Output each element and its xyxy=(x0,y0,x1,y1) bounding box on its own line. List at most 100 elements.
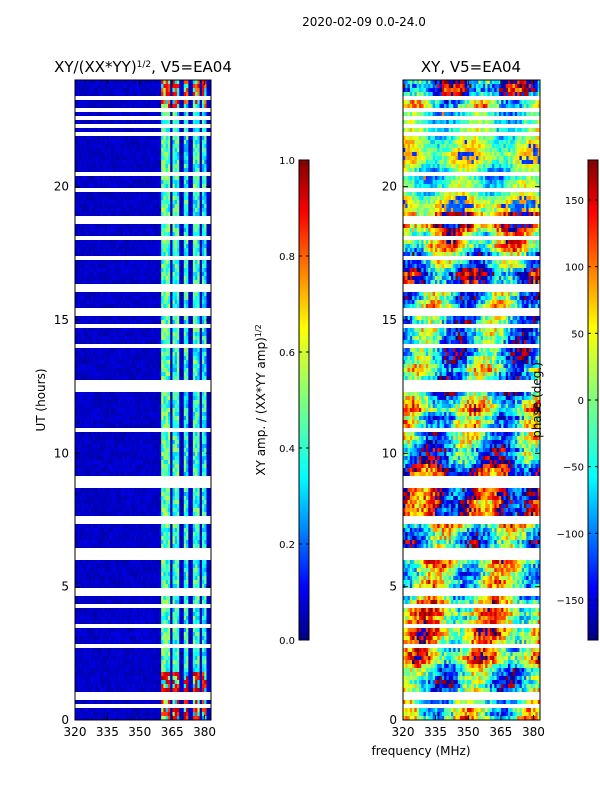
amplitude-cell xyxy=(136,132,139,136)
amplitude-cell xyxy=(157,292,160,296)
amplitude-cell xyxy=(195,356,198,360)
amplitude-cell xyxy=(123,132,126,136)
amplitude-cell xyxy=(89,384,92,388)
amplitude-cell xyxy=(175,240,178,244)
amplitude-cell xyxy=(148,308,151,312)
amplitude-cell xyxy=(148,220,151,224)
amplitude-cell xyxy=(100,196,103,200)
amplitude-cell xyxy=(116,228,119,232)
amplitude-cell xyxy=(129,304,132,308)
amplitude-cell xyxy=(93,148,96,152)
amplitude-cell xyxy=(116,232,119,236)
amplitude-cell xyxy=(89,268,92,272)
amplitude-cell xyxy=(182,132,185,136)
amplitude-cell xyxy=(170,332,173,336)
amplitude-cell xyxy=(80,124,83,128)
amplitude-cell xyxy=(148,172,151,176)
amplitude-cell xyxy=(177,192,180,196)
amplitude-cell xyxy=(127,208,130,212)
amplitude-cell xyxy=(197,312,200,316)
amplitude-cell xyxy=(102,268,105,272)
amplitude-cell xyxy=(188,144,191,148)
amplitude-cell xyxy=(93,204,96,208)
amplitude-cell xyxy=(107,324,110,328)
amplitude-cell xyxy=(129,352,132,356)
amplitude-cell xyxy=(154,272,157,276)
amplitude-cell xyxy=(107,360,110,364)
amplitude-cell xyxy=(188,196,191,200)
amplitude-cell xyxy=(116,88,119,92)
amplitude-cell xyxy=(129,348,132,352)
amplitude-cell xyxy=(86,88,89,92)
amplitude-cell xyxy=(93,360,96,364)
amplitude-cell xyxy=(123,300,126,304)
amplitude-cell xyxy=(123,80,126,84)
amplitude-cell xyxy=(102,372,105,376)
amplitude-cell xyxy=(195,164,198,168)
amplitude-cell xyxy=(197,196,200,200)
amplitude-cell xyxy=(148,236,151,240)
amplitude-cell xyxy=(107,108,110,112)
amplitude-cell xyxy=(136,348,139,352)
amplitude-cell xyxy=(143,92,146,96)
amplitude-cell xyxy=(114,236,117,240)
amplitude-cell xyxy=(109,364,112,368)
amplitude-cell xyxy=(143,352,146,356)
amplitude-cell xyxy=(120,256,123,260)
amplitude-cell xyxy=(168,352,171,356)
amplitude-cell xyxy=(141,376,144,380)
amplitude-cell xyxy=(116,244,119,248)
amplitude-cell xyxy=(86,164,89,168)
amplitude-cell xyxy=(116,332,119,336)
amplitude-cell xyxy=(163,240,166,244)
amplitude-cell xyxy=(116,168,119,172)
amplitude-cell xyxy=(204,408,207,412)
amplitude-cell xyxy=(120,396,123,400)
amplitude-cell xyxy=(191,332,194,336)
amplitude-cell xyxy=(143,188,146,192)
amplitude-cell xyxy=(175,140,178,144)
amplitude-cell xyxy=(93,156,96,160)
amplitude-cell xyxy=(175,184,178,188)
amplitude-cell xyxy=(93,316,96,320)
amplitude-cell xyxy=(195,152,198,156)
amplitude-cell xyxy=(100,248,103,252)
amplitude-cell xyxy=(182,280,185,284)
amplitude-cell xyxy=(177,364,180,368)
amplitude-cell xyxy=(107,396,110,400)
amplitude-cell xyxy=(188,88,191,92)
amplitude-cell xyxy=(175,404,178,408)
amplitude-cell xyxy=(157,356,160,360)
amplitude-cell xyxy=(82,248,85,252)
amplitude-cell xyxy=(89,108,92,112)
amplitude-cell xyxy=(197,84,200,88)
amplitude-cell xyxy=(141,316,144,320)
amplitude-cell xyxy=(168,164,171,168)
amplitude-cell xyxy=(182,116,185,120)
amplitude-cell xyxy=(123,388,126,392)
amplitude-cell xyxy=(204,392,207,396)
amplitude-cell xyxy=(82,324,85,328)
amplitude-cell xyxy=(80,328,83,332)
amplitude-cell xyxy=(204,152,207,156)
amplitude-cell xyxy=(191,264,194,268)
amplitude-cell xyxy=(163,180,166,184)
amplitude-cell xyxy=(143,356,146,360)
amplitude-cell xyxy=(136,208,139,212)
amplitude-cell xyxy=(168,120,171,124)
amplitude-cell xyxy=(163,108,166,112)
amplitude-cell xyxy=(102,140,105,144)
amplitude-cell xyxy=(177,268,180,272)
amplitude-cell xyxy=(123,292,126,296)
amplitude-cell xyxy=(95,188,98,192)
amplitude-cell xyxy=(177,116,180,120)
amplitude-cell xyxy=(143,300,146,304)
amplitude-cell xyxy=(93,160,96,164)
amplitude-cell xyxy=(154,268,157,272)
amplitude-cell xyxy=(127,252,130,256)
amplitude-cell xyxy=(141,232,144,236)
amplitude-cell xyxy=(204,128,207,132)
amplitude-cell xyxy=(175,88,178,92)
amplitude-cell xyxy=(129,288,132,292)
amplitude-cell xyxy=(182,252,185,256)
